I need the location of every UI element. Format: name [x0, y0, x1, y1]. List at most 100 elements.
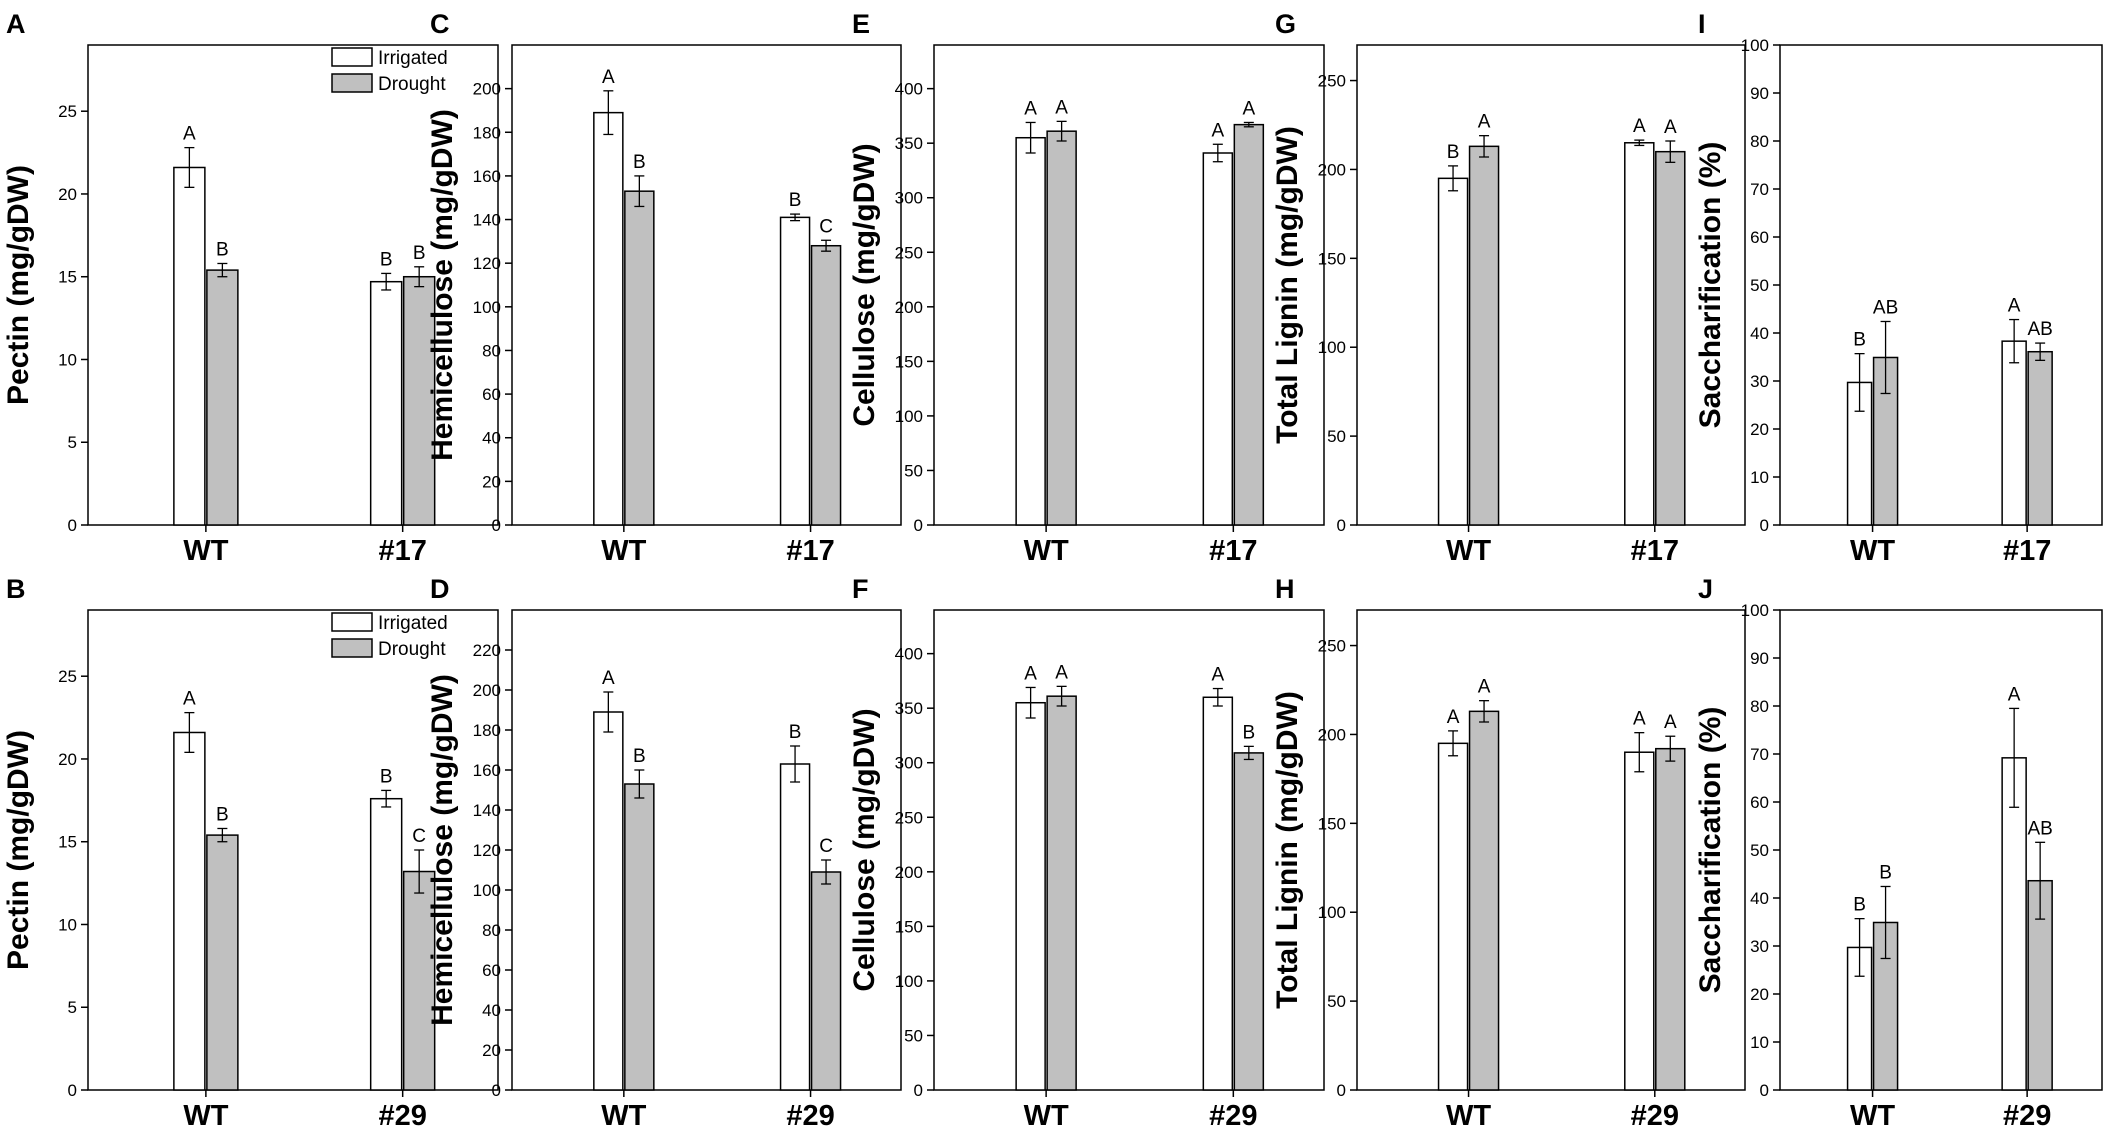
panel-h: H 0 50 100 150 200 250 Total Lignin (mg/gDW) WT A… [1271, 574, 1746, 1132]
y-axis-label: Saccharification (%) [1694, 707, 1727, 994]
significance-label: B [633, 746, 646, 767]
panel-b: B 0 5 10 15 20 25 Pectin (mg/gDW) WT A B #29 B C Irrig… [2, 574, 499, 1132]
x-category-label: #29 [1209, 1100, 1257, 1132]
y-tick-label: 20 [1750, 985, 1769, 1004]
bar-drought [1468, 710, 1500, 1091]
bar-irrigated [1015, 136, 1046, 526]
y-tick-label: 40 [482, 429, 501, 448]
y-tick-label: 30 [1750, 937, 1769, 956]
y-tick-label: 25 [58, 667, 77, 686]
significance-label: A [183, 689, 196, 710]
y-tick-label: 80 [1750, 697, 1769, 716]
y-tick-label: 220 [473, 641, 501, 660]
panel-letter: D [430, 574, 450, 604]
y-tick-label: 60 [1750, 228, 1769, 247]
y-tick-label: 80 [482, 921, 501, 940]
significance-label: B [380, 766, 393, 787]
y-axis-label: Hemicellulose (mg/gDW) [426, 674, 459, 1026]
y-tick-label: 120 [473, 254, 501, 273]
y-tick-label: 140 [473, 801, 501, 820]
x-category-label: WT [1024, 1100, 1069, 1132]
y-tick-label: 0 [492, 1081, 501, 1100]
y-tick-label: 100 [1741, 36, 1769, 55]
bar-drought [1655, 150, 1686, 526]
panel-g: G 0 50 100 150 200 250 Total Lignin (mg/gDW) WT B… [1271, 9, 1746, 567]
plot-frame [87, 44, 499, 526]
y-tick-label: 80 [1750, 132, 1769, 151]
x-category-label: WT [601, 535, 646, 567]
bar-drought [624, 783, 655, 1091]
y-tick-label: 60 [482, 385, 501, 404]
significance-label: AB [1873, 297, 1898, 318]
y-axis-label: Cellulose (mg/gDW) [848, 143, 881, 426]
legend-label: Drought [378, 639, 446, 660]
y-tick-label: 60 [482, 961, 501, 980]
significance-label: A [1211, 665, 1224, 686]
significance-label: B [1242, 722, 1255, 743]
legend-label: Drought [378, 74, 446, 95]
y-tick-label: 20 [58, 750, 77, 769]
y-tick-label: 20 [482, 472, 501, 491]
y-tick-label: 150 [1318, 814, 1346, 833]
legend-label: Irrigated [378, 613, 448, 634]
significance-label: A [1055, 97, 1068, 118]
plot-frame [1779, 44, 2103, 526]
y-tick-label: 10 [58, 350, 77, 369]
y-tick-label: 400 [895, 80, 923, 99]
y-tick-label: 250 [895, 243, 923, 262]
bar-drought [206, 834, 239, 1091]
x-category-label: #29 [378, 1100, 426, 1132]
bar-drought [2027, 879, 2053, 1091]
bar-irrigated [1015, 701, 1046, 1091]
significance-label: B [216, 804, 229, 825]
y-tick-label: 60 [1750, 793, 1769, 812]
y-tick-label: 40 [1750, 324, 1769, 343]
panel-letter: I [1698, 9, 1706, 39]
y-tick-label: 200 [1318, 725, 1346, 744]
bar-irrigated [2001, 340, 2027, 526]
significance-label: C [819, 836, 833, 857]
y-tick-label: 10 [1750, 1033, 1769, 1052]
y-tick-label: 40 [1750, 889, 1769, 908]
significance-label: B [380, 249, 393, 270]
x-category-label: #29 [2003, 1100, 2051, 1132]
significance-label: A [1024, 98, 1037, 119]
y-tick-label: 80 [482, 341, 501, 360]
y-tick-label: 150 [895, 352, 923, 371]
bar-irrigated [173, 166, 206, 526]
x-category-label: WT [183, 535, 228, 567]
significance-label: A [1447, 707, 1460, 728]
y-tick-label: 250 [1318, 637, 1346, 656]
significance-label: C [412, 826, 426, 847]
bar-drought [1046, 130, 1077, 526]
significance-label: B [413, 243, 426, 264]
y-tick-label: 0 [68, 1081, 77, 1100]
y-tick-label: 0 [1337, 516, 1346, 535]
y-axis-label: Cellulose (mg/gDW) [848, 708, 881, 991]
significance-label: A [1664, 712, 1677, 733]
bar-irrigated [2001, 757, 2027, 1091]
significance-label: A [602, 668, 615, 689]
x-category-label: #29 [1631, 1100, 1679, 1132]
y-tick-label: 50 [1750, 276, 1769, 295]
y-tick-label: 200 [473, 681, 501, 700]
plot-frame [1779, 609, 2103, 1091]
significance-label: B [789, 190, 802, 211]
panel-letter: F [852, 574, 869, 604]
plot-frame [933, 609, 1325, 1091]
significance-label: A [1478, 677, 1491, 698]
y-tick-label: 70 [1750, 180, 1769, 199]
y-tick-label: 20 [1750, 420, 1769, 439]
panel-c: C 0 20 40 60 80 100 120 140 160 180 200 Hemicellulos… [426, 9, 902, 567]
y-tick-label: 25 [58, 102, 77, 121]
significance-label: B [216, 239, 229, 260]
x-category-label: WT [1850, 1100, 1895, 1132]
plot-frame [1356, 44, 1746, 526]
legend-swatch-irrigated [331, 612, 373, 632]
bar-irrigated [1202, 696, 1234, 1091]
panel-letter: A [6, 9, 26, 39]
y-tick-label: 100 [473, 881, 501, 900]
y-tick-label: 90 [1750, 84, 1769, 103]
significance-label: A [2008, 684, 2021, 705]
x-category-label: #17 [2003, 535, 2051, 567]
